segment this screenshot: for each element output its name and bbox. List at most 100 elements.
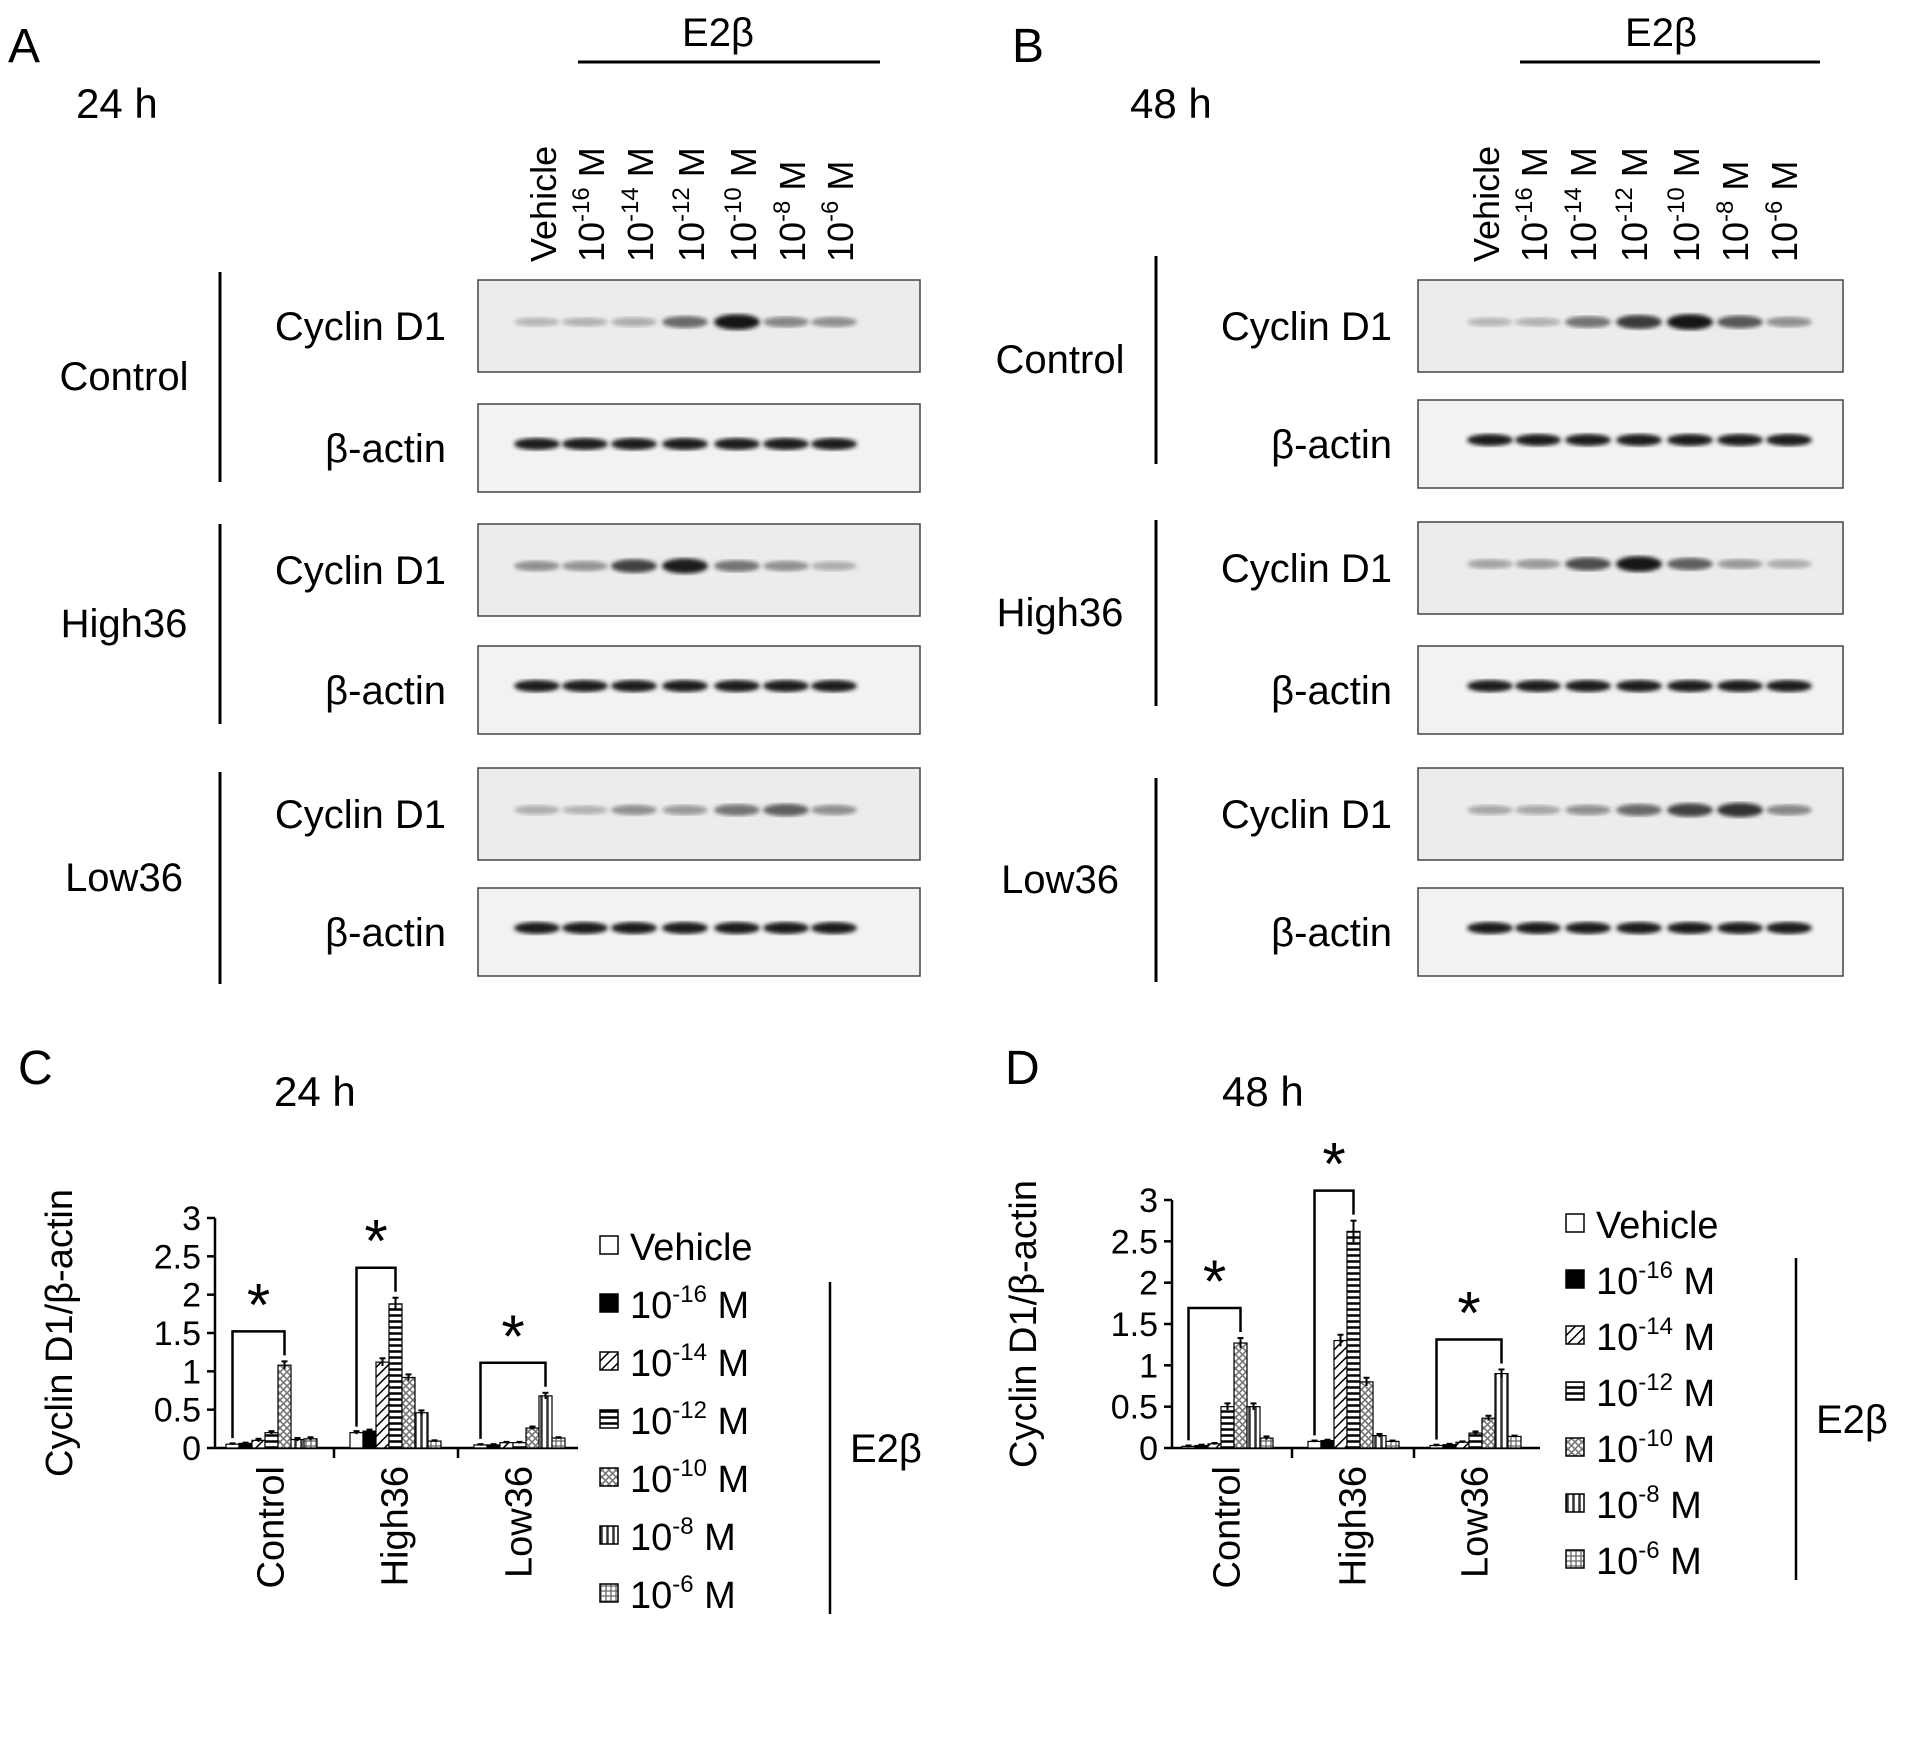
lane-label-vehicle: Vehicle — [1466, 146, 1507, 262]
legend-label-3-exp: -10 — [1638, 1425, 1673, 1452]
band-control-target-2 — [1565, 316, 1611, 328]
protein-label-loading: β-actin — [325, 669, 446, 713]
y-tick-label: 0.5 — [154, 1392, 201, 1430]
legend-label-4-base: 10 — [1596, 1485, 1638, 1527]
lane-label-5-base: 10 — [772, 222, 813, 262]
band-high36-loading-2 — [1565, 680, 1611, 692]
band-control-target-0 — [514, 317, 560, 327]
band-low36-target-6 — [811, 804, 857, 816]
bar-high36-6 — [1385, 1440, 1400, 1449]
legend-label-4: 10-8 M — [630, 1513, 736, 1559]
significance-bracket-high36 — [1313, 1189, 1355, 1436]
band-low36-loading-5 — [1717, 922, 1763, 934]
bar-low36-4 — [1481, 1417, 1496, 1449]
y-tick-label: 2.5 — [1111, 1223, 1158, 1261]
legend-label-4-exp: -8 — [1638, 1481, 1659, 1508]
legend-label-1-base: 10 — [630, 1343, 672, 1385]
lane-label-3-exp: -12 — [668, 187, 695, 222]
lane-label-2-base: 10 — [620, 222, 661, 262]
chart-d: 00.5 11.52 2.53 Cyclin D1/β-actin Control * Hi… — [1003, 1131, 1540, 1589]
band-high36-loading-5 — [763, 680, 809, 692]
y-tick-label: 1 — [182, 1353, 201, 1391]
legend-swatch-4 — [1565, 1493, 1585, 1513]
bar-high36-6 — [427, 1440, 442, 1449]
legend-label-3-exp: -10 — [672, 1455, 707, 1482]
lane-label-2-exp: -14 — [617, 187, 644, 222]
bar-low36-2 — [1455, 1441, 1470, 1449]
legend-label-1: 10-14 M — [1596, 1313, 1715, 1359]
legend-swatch-5 — [1565, 1549, 1585, 1569]
chart-c: 00.511.522.53 Cyclin D1/β-actin Control * Hi… — [39, 1189, 578, 1589]
band-low36-target-0 — [1467, 805, 1513, 815]
bar-low36-4 — [525, 1427, 540, 1449]
y-tick-label: 2.5 — [154, 1238, 201, 1276]
significance-bracket-low36 — [479, 1361, 547, 1439]
lane-label-6: 10-6 M — [817, 161, 861, 262]
group-label-control: Control — [60, 355, 189, 399]
legend-label-2-unit: M — [1673, 1373, 1715, 1415]
band-low36-loading-6 — [1766, 922, 1812, 934]
legend-label-1-unit: M — [707, 1343, 749, 1385]
x-category-label-low36: Low36 — [499, 1466, 541, 1578]
legend-label-0-unit: M — [707, 1285, 749, 1327]
legend-label-3-base: 10 — [1596, 1429, 1638, 1471]
lane-label-4-base: 10 — [723, 222, 764, 262]
blots-b: Control Cyclin D1 β-actin High36 Cyclin D1 β-… — [996, 256, 1844, 982]
chart-title-d: 48 h — [1222, 1068, 1304, 1115]
legend-label-3: 10-10 M — [1596, 1425, 1715, 1471]
legend-label-2-unit: M — [707, 1401, 749, 1443]
band-low36-loading-0 — [1467, 922, 1513, 934]
y-tick-label: 0 — [182, 1430, 201, 1468]
bar-low36-3 — [1468, 1432, 1483, 1449]
lane-label-6-base: 10 — [1764, 222, 1805, 262]
protein-label-loading: β-actin — [1271, 911, 1392, 955]
band-high36-target-6 — [1766, 559, 1812, 569]
band-control-target-5 — [1717, 315, 1763, 329]
legend-label-2-base: 10 — [1596, 1373, 1638, 1415]
lane-label-1-unit: M — [571, 147, 612, 187]
legend-label-2-exp: -12 — [1638, 1369, 1673, 1396]
lane-label-2-exp: -14 — [1560, 187, 1587, 222]
bar-high36-3 — [388, 1303, 403, 1449]
lane-label-5-exp: -8 — [1712, 201, 1739, 222]
lane-label-5-unit: M — [1715, 161, 1756, 201]
protein-label-target: Cyclin D1 — [275, 549, 446, 593]
lane-label-3-base: 10 — [671, 222, 712, 262]
bar-low36-6 — [551, 1437, 566, 1449]
lane-label-2-unit: M — [620, 147, 661, 187]
band-control-loading-3 — [662, 438, 708, 450]
bar-high36-5 — [1372, 1434, 1387, 1449]
band-control-loading-2 — [1565, 434, 1611, 446]
legend-swatch-4 — [599, 1525, 619, 1545]
significance-star-high36: * — [1322, 1131, 1345, 1198]
band-control-loading-1 — [562, 438, 608, 450]
lane-label-3-unit: M — [1614, 147, 1655, 187]
legend-label-3-base: 10 — [630, 1459, 672, 1501]
band-high36-target-2 — [1565, 557, 1611, 571]
protein-label-loading: β-actin — [325, 911, 446, 955]
group-label-high36: High36 — [61, 602, 188, 646]
band-high36-target-6 — [811, 561, 857, 571]
significance-star-control: * — [1203, 1248, 1226, 1315]
band-low36-loading-0 — [514, 922, 560, 934]
protein-label-target: Cyclin D1 — [275, 793, 446, 837]
chart-title-c: 24 h — [274, 1068, 356, 1115]
band-low36-target-4 — [1667, 803, 1713, 817]
lane-label-5-exp: -8 — [769, 201, 796, 222]
band-high36-loading-4 — [714, 680, 760, 692]
lane-label-6-base: 10 — [820, 222, 861, 262]
legend-label-0-exp: -16 — [672, 1281, 707, 1308]
lane-label-4-exp: -10 — [720, 187, 747, 222]
lane-label-6-exp: -6 — [817, 201, 844, 222]
band-high36-loading-1 — [1515, 680, 1561, 692]
band-control-loading-0 — [1467, 434, 1513, 446]
panel-b: B 48 h E2β Vehicle 10-16 M10-14 M10-12 M1… — [996, 11, 1844, 982]
y-axis-label: Cyclin D1/β-actin — [1003, 1180, 1045, 1468]
lane-label-3: 10-12 M — [1611, 147, 1655, 262]
band-low36-target-5 — [763, 803, 809, 817]
band-control-target-5 — [763, 316, 809, 328]
band-control-loading-5 — [763, 438, 809, 450]
band-control-target-1 — [1515, 317, 1561, 327]
